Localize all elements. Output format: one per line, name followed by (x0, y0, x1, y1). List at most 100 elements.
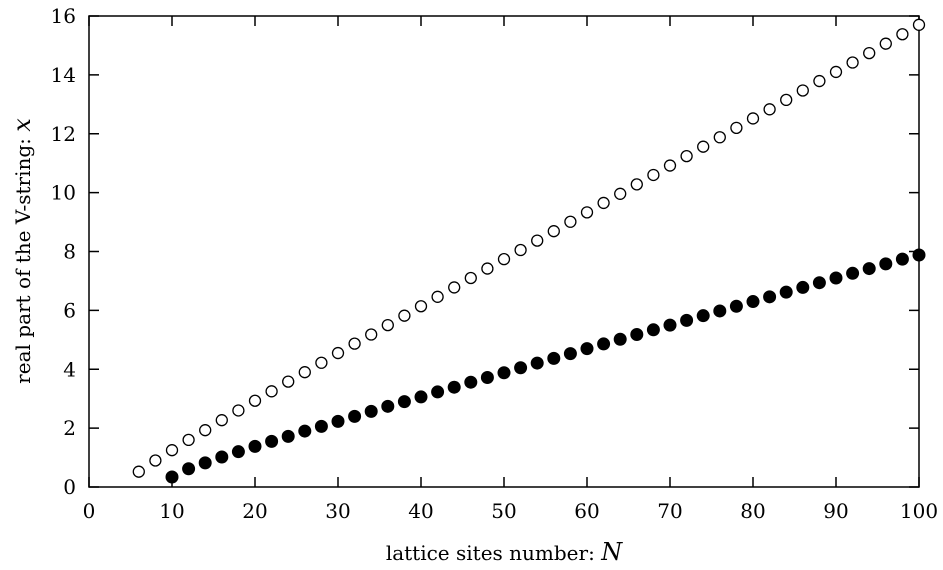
y-tick-label: 12 (51, 122, 76, 146)
y-tick-label: 4 (63, 357, 76, 381)
x-tick-label: 20 (242, 499, 267, 523)
filled-data-point (165, 470, 179, 484)
open-data-point (132, 465, 145, 478)
open-data-point (713, 131, 726, 144)
filled-data-point (480, 370, 494, 384)
filled-data-point (530, 356, 544, 370)
filled-data-point (663, 318, 677, 332)
filled-data-point (364, 404, 378, 418)
open-data-point (365, 328, 378, 341)
filled-data-point (763, 290, 777, 304)
open-data-point (697, 140, 710, 153)
filled-data-point (182, 462, 196, 476)
filled-data-point (729, 299, 743, 313)
filled-data-point (464, 375, 478, 389)
open-data-point (298, 366, 311, 379)
open-data-point (547, 225, 560, 238)
open-data-point (614, 187, 627, 200)
y-axis-label: real part of the V-string: x (8, 118, 36, 384)
filled-data-point (812, 276, 826, 290)
series-open-circles (132, 18, 926, 478)
open-data-point (149, 454, 162, 467)
open-data-point (481, 262, 494, 275)
open-data-point (514, 243, 527, 257)
open-data-point (730, 121, 743, 135)
filled-data-point (746, 295, 760, 309)
filled-data-point (431, 385, 445, 399)
filled-data-point (597, 337, 611, 351)
filled-data-point (381, 399, 395, 413)
filled-data-point (680, 313, 694, 327)
filled-data-point (514, 361, 528, 375)
x-tick-label: 50 (491, 499, 516, 523)
open-data-point (746, 112, 760, 125)
x-tick-label: 30 (325, 499, 350, 523)
open-data-point (912, 18, 926, 31)
open-data-point (580, 206, 594, 219)
open-data-point (431, 290, 444, 303)
x-tick-label: 90 (823, 499, 848, 523)
open-data-point (331, 346, 345, 360)
x-tick-label: 70 (657, 499, 682, 523)
filled-data-point (348, 409, 362, 423)
filled-data-point (713, 304, 727, 318)
open-data-point (531, 234, 544, 247)
axis-tick-labels: 0 10 20 30 40 50 60 70 80 90 100 0 2 4 6 8 10 12 14 16 (51, 4, 939, 523)
filled-data-point (912, 248, 926, 262)
filled-data-point (497, 366, 511, 380)
x-tick-label: 40 (408, 499, 433, 523)
open-data-point (896, 28, 909, 41)
open-data-point (348, 337, 361, 350)
filled-data-point (397, 395, 411, 409)
y-tick-label: 14 (51, 63, 76, 87)
y-tick-label: 10 (51, 181, 76, 205)
filled-data-point (331, 414, 345, 428)
open-data-point (232, 404, 245, 417)
filled-data-point (796, 280, 810, 294)
x-tick-label: 80 (740, 499, 765, 523)
open-data-point (464, 271, 477, 285)
y-tick-label: 2 (63, 416, 76, 440)
plot-frame (88, 15, 920, 488)
filled-data-point (879, 257, 893, 271)
filled-data-point (646, 323, 660, 337)
filled-data-point (547, 351, 561, 365)
y-tick-label: 16 (51, 4, 76, 28)
axis-ticks (88, 15, 920, 488)
open-data-point (381, 318, 394, 332)
filled-data-point (414, 390, 428, 404)
open-data-point (199, 424, 212, 437)
open-data-point (630, 178, 643, 191)
filled-data-point (198, 456, 212, 470)
open-data-point (763, 103, 776, 116)
y-tick-label: 8 (63, 240, 76, 264)
open-data-point (863, 46, 876, 60)
open-data-point (780, 93, 793, 107)
filled-data-point (696, 309, 710, 323)
x-tick-label: 10 (159, 499, 184, 523)
filled-data-point (265, 434, 279, 448)
filled-data-point (580, 342, 594, 356)
open-data-point (796, 84, 809, 97)
filled-data-point (846, 266, 860, 280)
y-tick-label: 0 (63, 475, 76, 499)
open-data-point (215, 414, 228, 427)
filled-data-point (630, 328, 644, 342)
filled-data-point (563, 347, 577, 361)
open-data-point (846, 56, 859, 69)
open-data-point (663, 159, 677, 172)
open-data-point (265, 385, 278, 398)
open-data-point (813, 74, 826, 88)
open-data-point (680, 149, 693, 163)
open-data-point (879, 37, 892, 50)
open-data-point (497, 253, 511, 266)
filled-data-point (862, 262, 876, 276)
filled-data-point (298, 424, 312, 438)
open-data-point (315, 356, 328, 369)
open-data-point (647, 168, 660, 182)
filled-data-point (215, 450, 229, 464)
open-data-point (182, 433, 195, 447)
filled-data-point (613, 332, 627, 346)
filled-data-point (829, 271, 843, 285)
open-data-point (564, 215, 577, 228)
